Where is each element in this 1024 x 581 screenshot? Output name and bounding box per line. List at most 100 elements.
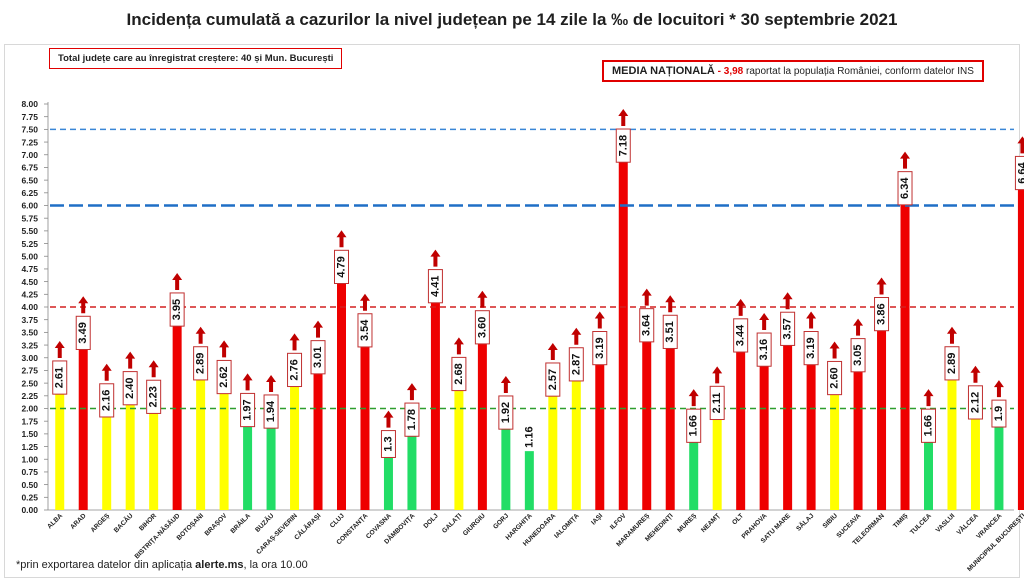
- y-tick-label: 2.75: [21, 366, 38, 376]
- data-label: 2.11: [709, 385, 725, 421]
- data-label: 3.57: [780, 311, 796, 346]
- y-tick-label: 0.50: [21, 480, 38, 490]
- data-label-box: [169, 292, 185, 327]
- data-label: 3.05: [850, 338, 866, 373]
- data-label: 3.49: [75, 315, 91, 350]
- increase-arrow-icon: [547, 342, 558, 360]
- data-label-text: 3.60: [476, 317, 488, 338]
- bar: [454, 373, 464, 510]
- category-label: CARAȘ-SEVERIN: [255, 512, 299, 556]
- data-label-box: [52, 360, 68, 395]
- data-label-box: [639, 308, 655, 343]
- category-label: GIURGIU: [462, 512, 487, 537]
- y-tick-label: 8.00: [21, 99, 38, 109]
- data-label: 2.61: [52, 360, 68, 395]
- arrow-shape: [665, 295, 676, 313]
- data-label-text: 3.01: [312, 347, 324, 368]
- y-tick-label: 3.00: [21, 353, 38, 363]
- data-label-box: [897, 171, 913, 206]
- arrow-shape: [336, 230, 347, 248]
- data-label-box: [146, 379, 162, 414]
- data-label-box: [474, 310, 490, 345]
- bar: [665, 331, 675, 510]
- data-label: 3.19: [803, 331, 819, 366]
- arrow-shape: [242, 373, 253, 391]
- data-label-text: 3.49: [77, 322, 89, 343]
- data-label: 2.23: [146, 379, 162, 414]
- y-tick-label: 7.50: [21, 125, 38, 135]
- bar: [571, 364, 581, 510]
- data-label-text: 2.89: [195, 353, 207, 374]
- increase-arrow-icon: [78, 296, 89, 314]
- increase-arrow-icon: [641, 288, 652, 306]
- increase-arrow-icon: [101, 363, 112, 381]
- category-label: BRĂILA: [228, 511, 252, 535]
- data-label-text: 4.79: [336, 256, 348, 277]
- y-tick-label: 2.00: [21, 404, 38, 414]
- y-tick-label: 5.25: [21, 239, 38, 249]
- data-label: 1.78: [404, 402, 420, 437]
- data-label-box: [427, 269, 443, 304]
- arrow-shape: [735, 298, 746, 316]
- increase-arrow-icon: [266, 374, 277, 392]
- category-label: TULCEA: [909, 512, 933, 536]
- increase-arrow-icon: [1017, 136, 1024, 154]
- category-label: SĂLAJ: [794, 511, 816, 533]
- data-label-text: 2.57: [547, 369, 559, 390]
- data-label-text: 3.95: [171, 299, 183, 320]
- data-label: 1.97: [240, 392, 256, 428]
- data-label-box: [921, 408, 936, 443]
- increase-arrow-icon: [782, 292, 793, 310]
- increase-arrow-icon: [54, 340, 65, 358]
- arrow-shape: [806, 311, 817, 329]
- data-label: 6.64: [1014, 155, 1024, 191]
- data-label-text: 3.16: [758, 339, 770, 360]
- increase-arrow-icon: [712, 366, 723, 384]
- data-label-box: [709, 385, 725, 421]
- data-label-text: 3.86: [876, 303, 888, 324]
- arrow-shape: [195, 326, 206, 344]
- data-label-box: [75, 315, 91, 350]
- arrow-shape: [571, 327, 582, 345]
- data-label-box: [357, 313, 373, 348]
- bar: [642, 325, 652, 510]
- bar: [290, 369, 300, 510]
- increase-arrow-icon: [383, 410, 394, 428]
- data-label-box: [545, 362, 561, 397]
- category-label: VASLUI: [935, 512, 957, 534]
- increase-arrow-icon: [688, 389, 699, 407]
- national-average-description: raportat la populația României, conform …: [746, 66, 974, 77]
- y-tick-label: 6.50: [21, 175, 38, 185]
- y-tick-label: 4.25: [21, 290, 38, 300]
- category-label: ARGEȘ: [90, 512, 112, 534]
- data-label-text: 3.44: [735, 324, 747, 346]
- bar: [243, 410, 253, 510]
- data-label: 1.16: [523, 426, 535, 447]
- y-tick-label: 2.25: [21, 391, 38, 401]
- bar: [266, 411, 276, 510]
- arrow-shape: [406, 383, 417, 401]
- category-label: NEAMȚ: [700, 512, 722, 534]
- data-label: 2.60: [827, 360, 843, 396]
- data-label: 2.89: [193, 346, 209, 381]
- data-label-text: 1.78: [406, 409, 418, 430]
- increase-arrow-icon: [477, 290, 488, 308]
- arrow-shape: [900, 151, 911, 169]
- data-label-box: [850, 338, 866, 373]
- bar: [313, 357, 323, 510]
- data-label-text: 1.92: [500, 402, 512, 423]
- increase-arrow-icon: [359, 293, 370, 311]
- data-label-box: [874, 297, 890, 332]
- y-tick-label: 3.50: [21, 328, 38, 338]
- y-tick-label: 7.75: [21, 112, 38, 122]
- arrow-shape: [759, 313, 770, 331]
- bar: [149, 396, 159, 510]
- data-label-text: 2.60: [829, 367, 841, 388]
- arrow-shape: [993, 380, 1004, 398]
- y-tick-label: 7.00: [21, 150, 38, 160]
- data-label: 2.40: [122, 371, 138, 406]
- data-label-text: 2.40: [124, 377, 136, 398]
- bar: [736, 335, 746, 510]
- bar: [712, 402, 722, 510]
- data-label: 1.92: [498, 395, 514, 430]
